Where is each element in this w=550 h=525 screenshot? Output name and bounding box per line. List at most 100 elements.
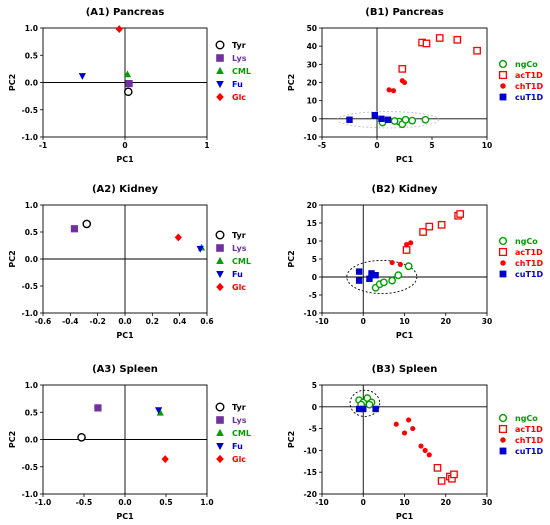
- y-axis-label: PC2: [8, 74, 17, 91]
- series-lys: [70, 225, 79, 233]
- data-point-cut1d: [378, 115, 385, 123]
- x-axis-label: PC1: [116, 155, 134, 164]
- legend: Tyr Lys CML Fu Glc: [215, 402, 251, 464]
- legend-marker-act1d: [498, 424, 508, 434]
- data-point-glc: [115, 25, 123, 34]
- legend-label-lys: Lys: [232, 416, 247, 425]
- legend-marker-cht1d: [500, 83, 506, 89]
- data-point-act1d: [425, 222, 434, 231]
- x-tick-label: 0.0: [118, 498, 131, 507]
- legend-label-cut1d: cuT1D: [515, 447, 543, 456]
- y-tick-label: 30: [307, 60, 317, 69]
- data-point-lys: [94, 404, 102, 412]
- series-cht1d: [386, 78, 408, 94]
- chart-title: (A3) Spleen: [92, 364, 158, 375]
- legend-label-act1d: acT1D: [515, 248, 543, 257]
- y-tick-label: 20: [307, 79, 317, 88]
- x-tick-label: -10: [315, 498, 329, 507]
- y-tick-label: 5: [312, 255, 317, 264]
- y-axis-label: PC2: [287, 74, 296, 91]
- y-tick-label: -10: [303, 133, 317, 142]
- chart-panel-6: (B3) Spleen -10 0 10 20 30 5 0 -5 -10 -15 -20 PC1 PC2…: [287, 364, 543, 521]
- legend: ngCo acT1D chT1D cuT1D: [498, 236, 543, 279]
- legend-label-cml: CML: [232, 429, 251, 438]
- data-point-tyr: [82, 219, 92, 229]
- series-fu: [196, 245, 204, 253]
- y-axis-label: PC2: [8, 250, 17, 267]
- legend-label-ngco: ngCo: [515, 60, 538, 69]
- data-point-lys: [70, 225, 79, 233]
- data-point-act1d: [419, 228, 427, 236]
- data-point-cut1d: [372, 405, 379, 413]
- legend-label-cml: CML: [232, 257, 251, 266]
- data-point-cht1d: [390, 88, 397, 94]
- group-ellipse: [336, 111, 440, 129]
- chart-title: (A2) Kidney: [92, 184, 159, 195]
- chart-panel-2: (B1) Pancreas -5 0 5 10 50 40 30 20 10 0 -10 PC1 PC2 n…: [287, 7, 543, 164]
- x-tick-label: 0.6: [200, 317, 213, 326]
- data-point-fu: [78, 73, 86, 80]
- data-point-cml: [156, 408, 164, 416]
- data-point-act1d: [422, 39, 431, 48]
- series-cut1d: [346, 112, 392, 123]
- legend-label-lys: Lys: [232, 54, 247, 63]
- y-tick-label: -1.0: [22, 133, 38, 142]
- x-tick-label: 30: [482, 317, 492, 326]
- series-glc: [161, 455, 169, 464]
- data-point-ngco: [421, 115, 430, 124]
- x-tick-label: 5: [429, 141, 434, 150]
- x-tick-label: -1.0: [35, 498, 51, 507]
- x-tick-label: 1: [204, 141, 209, 150]
- data-point-ngco: [408, 116, 417, 125]
- y-tick-label: -10: [303, 309, 317, 318]
- x-tick-label: 0.2: [146, 317, 159, 326]
- legend-marker-lys: [216, 244, 224, 252]
- y-tick-label: 0.5: [25, 408, 38, 417]
- data-point-act1d: [453, 35, 462, 44]
- legend-marker-cut1d: [499, 93, 507, 101]
- data-point-act1d: [437, 477, 446, 485]
- chart-panel-4: (B2) Kidney -10 0 10 20 30 20 15 10 5 0 -5 -10 PC1 PC2…: [287, 184, 543, 340]
- data-point-cht1d: [408, 240, 414, 246]
- y-tick-label: -20: [303, 490, 317, 499]
- series-glc: [174, 233, 182, 242]
- y-tick-label: -0.5: [22, 282, 38, 291]
- data-point-ngco: [365, 400, 374, 409]
- y-tick-label: 0: [312, 115, 317, 124]
- series-fu: [155, 407, 163, 415]
- y-tick-label: 20: [307, 201, 317, 210]
- data-point-cut1d: [368, 270, 375, 277]
- y-tick-label: 0.0: [25, 79, 38, 88]
- legend-marker-ngco: [498, 236, 508, 246]
- x-tick-label: 0.0: [118, 317, 131, 326]
- y-tick-label: 0: [312, 273, 317, 282]
- chart-panel-5: (A3) Spleen -1.0 -0.5 0.0 0.5 1.0 1.0 0.5 0.0 -0.…: [8, 364, 251, 521]
- x-axis-label: PC1: [396, 155, 414, 164]
- legend-marker-cut1d: [499, 447, 507, 455]
- chart-title: (B3) Spleen: [372, 364, 438, 375]
- legend-label-tyr: Tyr: [232, 41, 246, 50]
- y-axis-label: PC2: [287, 431, 296, 448]
- series-cht1d: [389, 240, 414, 267]
- series-lys: [125, 79, 133, 88]
- x-tick-label: -0.2: [89, 317, 105, 326]
- legend-label-cht1d: chT1D: [515, 436, 543, 445]
- legend-marker-cml: [216, 66, 224, 75]
- legend-label-tyr: Tyr: [232, 231, 246, 240]
- legend-marker-lys: [216, 416, 224, 424]
- x-tick-label: 0: [361, 317, 366, 326]
- legend-marker-tyr: [215, 230, 225, 240]
- legend-marker-fu: [216, 80, 224, 89]
- y-tick-label: 10: [307, 237, 317, 246]
- x-tick-label: -5: [318, 141, 326, 150]
- y-tick-label: 1.0: [25, 381, 38, 390]
- y-tick-label: -5: [309, 291, 317, 300]
- y-tick-label: -5: [309, 425, 317, 434]
- data-point-lys: [125, 79, 133, 88]
- legend-label-fu: Fu: [232, 270, 243, 279]
- series-cml: [156, 408, 164, 416]
- legend-marker-cut1d: [499, 270, 507, 278]
- data-point-act1d: [435, 34, 444, 42]
- series-cht1d: [393, 417, 432, 458]
- y-tick-label: -10: [303, 446, 317, 455]
